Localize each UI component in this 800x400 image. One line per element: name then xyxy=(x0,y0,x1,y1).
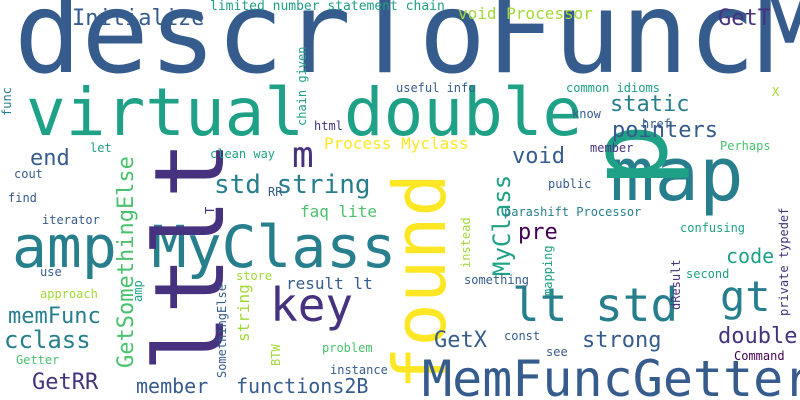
cloud-word: map xyxy=(610,132,744,218)
cloud-word: Initialize xyxy=(72,6,205,31)
cloud-word: limited number statement chain xyxy=(210,0,445,14)
cloud-word: problem xyxy=(322,341,373,355)
cloud-word: common idioms xyxy=(566,81,660,95)
cloud-word: clean way xyxy=(210,147,276,161)
cloud-word: dResult xyxy=(669,259,683,310)
cloud-word: func xyxy=(0,87,14,116)
cloud-word: end xyxy=(30,146,70,171)
cloud-word: MemFuncGetter xyxy=(422,350,800,400)
cloud-word: public xyxy=(548,177,592,191)
cloud-word: confusing xyxy=(680,221,746,235)
cloud-word: let xyxy=(90,141,112,155)
cloud-word: amp xyxy=(131,280,145,302)
cloud-word: use xyxy=(40,265,62,279)
cloud-word: private typedef xyxy=(777,207,791,316)
cloud-word: key xyxy=(270,278,354,332)
cloud-word: void Processor xyxy=(458,4,593,23)
cloud-word: faq lite xyxy=(300,202,378,221)
cloud-word: cout xyxy=(14,167,43,181)
cloud-word: find xyxy=(8,191,37,205)
cloud-word: double xyxy=(718,324,798,349)
cloud-word: const xyxy=(504,329,541,343)
cloud-word: MyClass xyxy=(488,174,516,276)
cloud-word: GetRR xyxy=(32,370,99,395)
cloud-word: useful info xyxy=(396,81,476,95)
cloud-word: amp MyClass xyxy=(12,213,397,281)
cloud-word: know xyxy=(572,107,601,121)
cloud-word: pre xyxy=(518,220,558,245)
cloud-word: instead xyxy=(459,217,473,268)
cloud-word: member xyxy=(136,374,209,398)
cloud-word: descrToFuncMap xyxy=(14,0,800,99)
cloud-word: html xyxy=(314,119,343,133)
cloud-word: result lt xyxy=(286,274,373,293)
cloud-word: m xyxy=(292,135,314,176)
cloud-word: chain given xyxy=(295,46,309,126)
cloud-word: X xyxy=(772,85,780,99)
cloud-word: cclass xyxy=(4,326,91,354)
cloud-word: std string xyxy=(214,170,371,200)
cloud-word: static xyxy=(610,92,690,117)
cloud-word: mapping xyxy=(541,245,555,296)
cloud-word: see xyxy=(546,345,568,359)
cloud-word: string xyxy=(234,284,253,342)
cloud-word: code xyxy=(726,244,775,268)
cloud-word: pointers xyxy=(612,118,718,143)
cloud-word: second xyxy=(686,267,730,281)
cloud-word: Perhaps xyxy=(720,139,771,153)
cloud-word: BTW xyxy=(269,344,283,366)
cloud-word: virtual double xyxy=(26,74,583,151)
cloud-word: lt std xyxy=(512,278,679,332)
cloud-word: functions2B xyxy=(236,374,369,398)
cloud-word: store xyxy=(236,269,273,283)
cloud-word: T xyxy=(203,206,217,214)
cloud-word: Getter xyxy=(16,353,60,367)
cloud-word: Command xyxy=(734,349,785,363)
cloud-word: iterator xyxy=(42,213,100,227)
cloud-word: member xyxy=(590,141,634,155)
cloud-word: something xyxy=(464,273,530,287)
cloud-word: gt xyxy=(720,272,771,321)
cloud-word: GetT xyxy=(718,6,771,31)
cloud-word: Process Myclass xyxy=(324,134,469,153)
cloud-word: href xyxy=(642,117,671,131)
cloud-word: GetX xyxy=(434,328,487,353)
cloud-word: strong xyxy=(582,328,662,353)
cloud-word: GetSomethingElse xyxy=(114,156,139,368)
cloud-word: parashift Processor xyxy=(504,205,642,219)
cloud-word: approach xyxy=(40,287,98,301)
cloud-word: RR xyxy=(268,185,283,199)
cloud-word: SomethingElse xyxy=(215,284,229,378)
cloud-word: memFunc xyxy=(8,304,101,329)
cloud-word: void xyxy=(512,144,565,169)
cloud-word: instance xyxy=(330,363,388,377)
